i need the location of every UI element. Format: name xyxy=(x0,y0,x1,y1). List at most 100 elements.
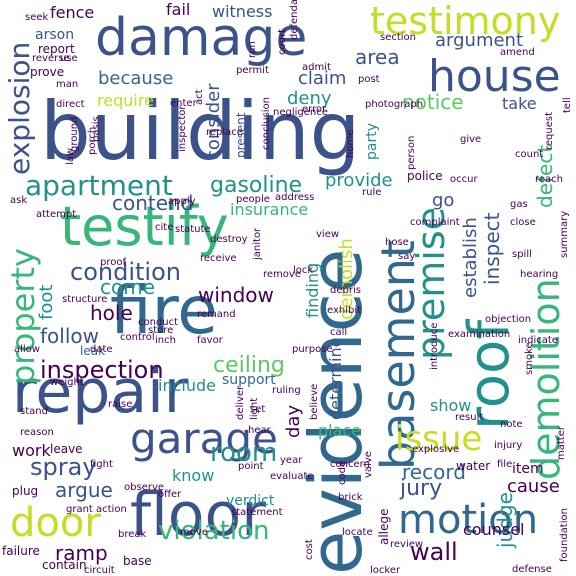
word: request xyxy=(544,111,555,150)
word: go xyxy=(432,190,455,211)
word: condition xyxy=(70,258,181,286)
word: view xyxy=(316,229,340,240)
word: argument xyxy=(435,30,524,51)
word: cause xyxy=(507,476,560,497)
word: day xyxy=(283,404,304,438)
word: conduct xyxy=(138,317,179,328)
word: evaluate xyxy=(270,471,314,482)
word: leave xyxy=(50,442,83,456)
word: law xyxy=(65,147,76,165)
word: foundation xyxy=(559,508,570,562)
word: people xyxy=(236,194,270,205)
word: home xyxy=(345,129,356,158)
word: testimony xyxy=(370,0,561,43)
word: control xyxy=(120,332,155,343)
word: admit xyxy=(302,62,331,73)
word: ground xyxy=(69,116,80,152)
word: damage xyxy=(95,8,308,68)
word: foot xyxy=(36,284,57,320)
word: know xyxy=(172,466,215,485)
word: date xyxy=(90,344,113,355)
word: result xyxy=(455,412,484,423)
word: repair xyxy=(12,357,189,427)
word: fight xyxy=(90,459,113,470)
word: inspection xyxy=(40,356,164,384)
word: grant xyxy=(66,504,93,515)
word: concern xyxy=(330,459,370,470)
word: consider xyxy=(203,83,224,160)
word: statute xyxy=(175,224,211,235)
word: store xyxy=(148,325,174,336)
word: year xyxy=(280,455,303,466)
word: smoke xyxy=(524,342,535,375)
word: insurance xyxy=(230,200,309,219)
word: failure xyxy=(2,544,40,558)
word: stand xyxy=(20,406,48,417)
word: observe xyxy=(124,482,165,493)
word: testify xyxy=(60,195,229,258)
word: fire xyxy=(110,272,218,349)
word: action xyxy=(96,504,127,515)
word: report xyxy=(38,42,75,56)
word: say xyxy=(398,251,416,262)
word: reach xyxy=(535,174,564,185)
word: summary xyxy=(559,210,570,258)
word: because xyxy=(98,68,174,89)
word: room xyxy=(210,438,278,468)
word: debris xyxy=(330,285,361,296)
word: apply xyxy=(168,196,196,207)
word: introduce xyxy=(429,322,440,370)
word: deny xyxy=(287,88,332,109)
word: water xyxy=(456,459,491,473)
word: item xyxy=(512,461,544,477)
word: work xyxy=(12,441,51,460)
word: matter xyxy=(556,426,567,460)
word: gas xyxy=(510,199,528,210)
word: run xyxy=(247,41,258,58)
word: negligence xyxy=(273,107,328,118)
word: require xyxy=(97,91,154,110)
word: claim xyxy=(298,68,347,89)
word: police xyxy=(407,169,443,183)
word: spill xyxy=(512,249,532,260)
word: address xyxy=(275,192,315,203)
word: area xyxy=(355,45,400,69)
word: occur xyxy=(450,174,478,185)
word: apartment xyxy=(25,169,173,202)
word: man xyxy=(56,79,79,90)
word: close xyxy=(510,217,536,228)
word: janitor xyxy=(252,227,263,260)
word: inch xyxy=(155,335,176,346)
word: floor xyxy=(130,480,266,550)
word: believe xyxy=(309,383,320,420)
word: code xyxy=(337,460,348,485)
word: rule xyxy=(362,187,382,198)
word: counsel xyxy=(463,520,525,539)
word: remove xyxy=(263,269,301,280)
word: hear xyxy=(248,425,271,436)
word: indicate xyxy=(518,335,558,346)
word: statement xyxy=(231,507,283,518)
word: inspector xyxy=(177,105,188,152)
word: proof xyxy=(100,257,126,268)
word: circuit xyxy=(84,565,115,576)
word: examination xyxy=(448,329,511,340)
word: witness xyxy=(212,2,273,21)
word: verdict xyxy=(226,493,275,509)
word: brick xyxy=(338,492,363,503)
word: permit xyxy=(236,65,269,76)
word: come xyxy=(100,275,156,299)
word: contain xyxy=(42,558,87,572)
word: deliver xyxy=(235,385,246,420)
word: offer xyxy=(158,489,182,500)
word: hearing xyxy=(520,269,559,280)
word: follow xyxy=(40,324,99,348)
word: leak xyxy=(80,344,106,358)
word: spray xyxy=(30,453,97,481)
word: remand xyxy=(197,309,236,320)
word: garage xyxy=(130,414,278,463)
word: property xyxy=(4,248,42,385)
word: arson xyxy=(35,27,75,43)
word: take xyxy=(502,94,537,113)
word: conclusion xyxy=(261,96,272,150)
